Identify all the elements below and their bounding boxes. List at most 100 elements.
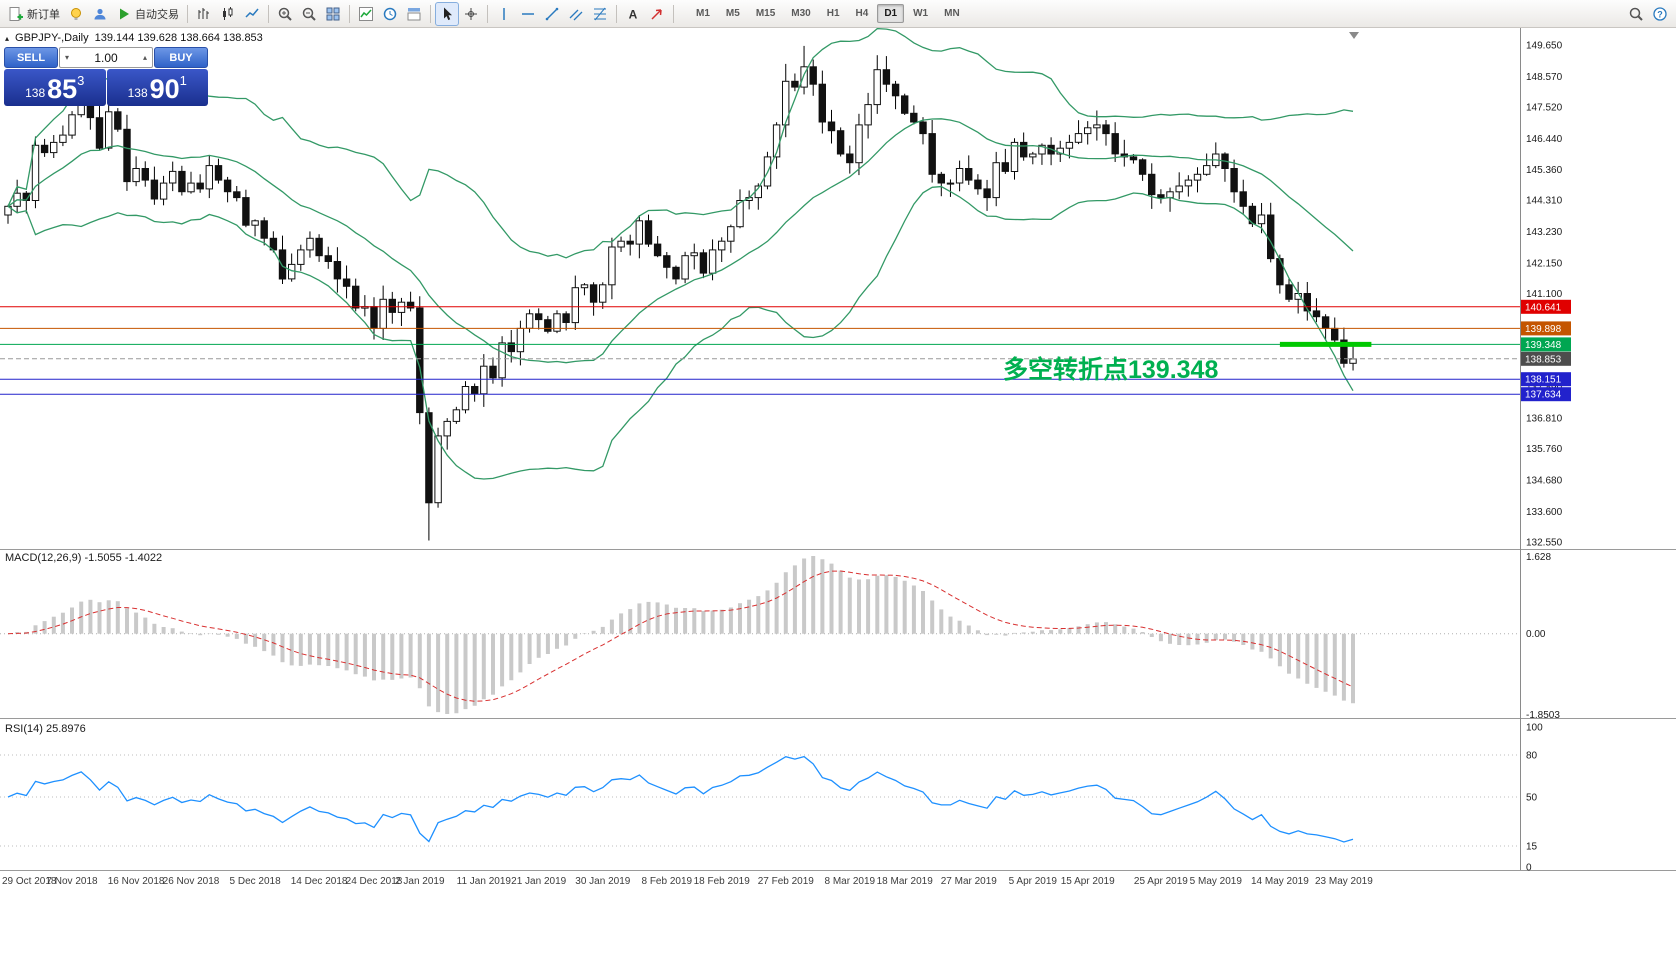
templates-button[interactable] bbox=[402, 2, 426, 26]
chart-bars-button[interactable] bbox=[192, 2, 216, 26]
svg-text:24 Dec 2018: 24 Dec 2018 bbox=[346, 876, 403, 887]
svg-text:147.520: 147.520 bbox=[1526, 102, 1563, 113]
chart-line-button[interactable] bbox=[240, 2, 264, 26]
periods-button[interactable] bbox=[378, 2, 402, 26]
buy-price-prefix: 138 bbox=[127, 86, 148, 100]
vline-icon bbox=[496, 6, 512, 22]
buy-button[interactable]: BUY bbox=[154, 47, 208, 68]
toolbar-button-group: 新订单 自动交易 A bbox=[4, 1, 678, 26]
search-button[interactable] bbox=[1624, 2, 1648, 26]
autotrading-button[interactable]: 自动交易 bbox=[112, 2, 183, 26]
crosshair-icon bbox=[463, 6, 479, 22]
svg-text:1.628: 1.628 bbox=[1526, 552, 1551, 563]
price-axis[interactable]: 149.650 148.570 147.520 146.440 145.360 144.3… bbox=[1520, 28, 1572, 874]
zoom-out-button[interactable] bbox=[297, 2, 321, 26]
svg-text:27 Feb 2019: 27 Feb 2019 bbox=[758, 876, 815, 887]
ohlc-values: 139.144 139.628 138.664 138.853 bbox=[94, 32, 263, 44]
chart-candles-button[interactable] bbox=[216, 2, 240, 26]
macd-label: MACD(12,26,9) -1.5055 -1.4022 bbox=[5, 552, 163, 564]
price-chart-canvas[interactable]: 149.650 148.570 147.520 146.440 145.360 144.3… bbox=[0, 28, 1676, 955]
timeframe-toolbar: M1 M5 M15 M30 H1 H4 D1 W1 MN bbox=[688, 4, 968, 23]
user-icon bbox=[92, 6, 108, 22]
horizontal-line-button[interactable] bbox=[516, 2, 540, 26]
sell-button[interactable]: SELL bbox=[4, 47, 58, 68]
svg-text:25 Apr 2019: 25 Apr 2019 bbox=[1134, 876, 1188, 887]
timeframe-W1[interactable]: W1 bbox=[913, 8, 929, 19]
svg-text:5 Apr 2019: 5 Apr 2019 bbox=[1009, 876, 1058, 887]
svg-text:A: A bbox=[629, 7, 638, 21]
zoom-out-icon bbox=[301, 6, 317, 22]
template-icon bbox=[406, 6, 422, 22]
trendline-icon bbox=[544, 6, 560, 22]
svg-text:135.760: 135.760 bbox=[1526, 444, 1563, 455]
timeframe-H1[interactable]: H1 bbox=[826, 8, 840, 19]
svg-text:14 May 2019: 14 May 2019 bbox=[1251, 876, 1309, 887]
toolbar-separator bbox=[487, 4, 488, 23]
buy-price-display[interactable]: 138 90 1 bbox=[106, 69, 208, 106]
cursor-button[interactable] bbox=[435, 1, 459, 26]
svg-text:21 Jan 2019: 21 Jan 2019 bbox=[511, 876, 566, 887]
expert-advisors-button[interactable] bbox=[64, 2, 88, 26]
channel-button[interactable] bbox=[564, 2, 588, 26]
zoom-in-button[interactable] bbox=[273, 2, 297, 26]
svg-text:144.310: 144.310 bbox=[1526, 196, 1563, 207]
profile-button[interactable] bbox=[88, 2, 112, 26]
crosshair-button[interactable] bbox=[459, 2, 483, 26]
new-order-button[interactable]: 新订单 bbox=[4, 2, 64, 26]
toolbar-separator bbox=[187, 4, 188, 23]
svg-text:5 May 2019: 5 May 2019 bbox=[1190, 876, 1243, 887]
volume-value[interactable]: 1.00 bbox=[94, 50, 118, 65]
svg-text:148.570: 148.570 bbox=[1526, 72, 1563, 83]
vertical-line-button[interactable] bbox=[492, 2, 516, 26]
svg-text:29 Oct 2018: 29 Oct 2018 bbox=[2, 876, 57, 887]
fibonacci-button[interactable] bbox=[588, 2, 612, 26]
timeframe-MN[interactable]: MN bbox=[944, 8, 960, 19]
svg-text:8 Feb 2019: 8 Feb 2019 bbox=[641, 876, 692, 887]
help-icon: ? bbox=[1652, 6, 1668, 22]
new-order-button-label: 新订单 bbox=[27, 8, 60, 21]
timeframe-M5[interactable]: M5 bbox=[725, 8, 740, 19]
svg-text:7 Nov 2018: 7 Nov 2018 bbox=[46, 876, 98, 887]
tile-windows-button[interactable] bbox=[321, 2, 345, 26]
tile-icon bbox=[325, 6, 341, 22]
svg-text:136.810: 136.810 bbox=[1526, 414, 1563, 425]
collapse-icon[interactable]: ▴ bbox=[5, 34, 10, 43]
svg-text:138.853: 138.853 bbox=[1525, 354, 1562, 365]
rsi-label: RSI(14) 25.8976 bbox=[5, 723, 86, 735]
doc-plus-icon bbox=[8, 6, 24, 22]
text-button[interactable]: A bbox=[621, 2, 645, 26]
play-icon bbox=[116, 6, 132, 22]
timeframe-M1[interactable]: M1 bbox=[696, 8, 710, 19]
sell-price-display[interactable]: 138 85 3 bbox=[4, 69, 106, 106]
volume-increase-button[interactable]: ▴ bbox=[142, 53, 147, 62]
channel-icon bbox=[568, 6, 584, 22]
timeframe-D1[interactable]: D1 bbox=[877, 4, 905, 23]
svg-text:11 Jan 2019: 11 Jan 2019 bbox=[457, 876, 512, 887]
indicators-button[interactable] bbox=[354, 2, 378, 26]
symbol-title: GBPJPY-,Daily bbox=[15, 32, 89, 44]
timeframe-M15[interactable]: M15 bbox=[755, 8, 776, 19]
volume-stepper[interactable]: ▾ 1.00 ▴ bbox=[59, 47, 153, 68]
arrows-button[interactable] bbox=[645, 2, 669, 26]
hline-icon bbox=[520, 6, 536, 22]
volume-decrease-button[interactable]: ▾ bbox=[64, 53, 69, 62]
fibo-icon bbox=[592, 6, 608, 22]
svg-text:100: 100 bbox=[1526, 723, 1543, 734]
svg-text:5 Dec 2018: 5 Dec 2018 bbox=[230, 876, 282, 887]
svg-text:145.360: 145.360 bbox=[1526, 165, 1563, 176]
timeframe-M30[interactable]: M30 bbox=[791, 8, 811, 19]
svg-text:30 Jan 2019: 30 Jan 2019 bbox=[575, 876, 630, 887]
help-button[interactable]: ? bbox=[1648, 2, 1672, 26]
svg-text:18 Feb 2019: 18 Feb 2019 bbox=[694, 876, 751, 887]
one-click-prices: 138 85 3 138 90 1 bbox=[4, 69, 208, 106]
svg-text:139.348: 139.348 bbox=[1525, 340, 1562, 351]
buy-price-big: 90 bbox=[149, 74, 180, 104]
svg-text:139.898: 139.898 bbox=[1525, 324, 1562, 335]
svg-text:134.680: 134.680 bbox=[1526, 476, 1563, 487]
trendline-button[interactable] bbox=[540, 2, 564, 26]
timeframe-H4[interactable]: H4 bbox=[855, 8, 869, 19]
bars-icon bbox=[196, 6, 212, 22]
buy-price-sup: 1 bbox=[179, 73, 187, 88]
cursor-icon bbox=[439, 6, 455, 22]
